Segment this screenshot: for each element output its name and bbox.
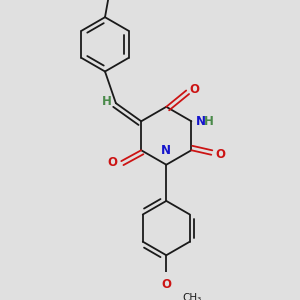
Text: O: O bbox=[190, 83, 200, 96]
Text: CH₃: CH₃ bbox=[183, 293, 202, 300]
Text: N: N bbox=[161, 145, 171, 158]
Text: H: H bbox=[101, 95, 111, 108]
Text: O: O bbox=[161, 278, 171, 291]
Text: O: O bbox=[108, 156, 118, 170]
Text: H: H bbox=[204, 115, 214, 128]
Text: O: O bbox=[215, 148, 225, 161]
Text: N: N bbox=[196, 115, 206, 128]
